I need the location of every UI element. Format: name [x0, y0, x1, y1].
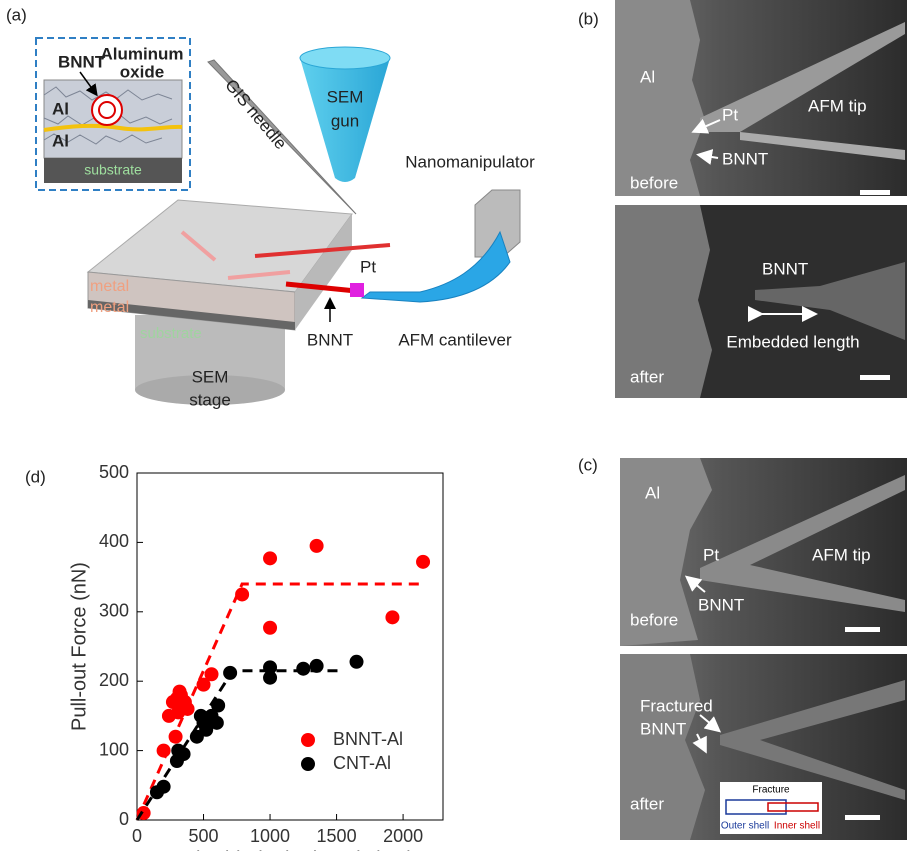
label: Al — [645, 483, 660, 502]
al-region — [615, 0, 705, 196]
plot-frame — [137, 473, 443, 820]
label: AFM tip — [808, 96, 867, 115]
label: Embedded length — [726, 332, 859, 351]
data-point — [211, 698, 225, 712]
label: substrate — [84, 162, 142, 178]
label: BNNT — [58, 52, 106, 71]
panel-b: (b) Al Pt AFM tip BNNT before BNNT Embed… — [578, 0, 907, 398]
label: Fractured — [640, 696, 713, 715]
label: oxide — [120, 62, 164, 81]
label: Pt — [703, 545, 719, 564]
label: Outer shell — [721, 821, 769, 832]
panel-label: (b) — [578, 9, 599, 28]
legend-label: CNT-Al — [333, 753, 391, 773]
figure: (a) BNNT Aluminum oxide Al Al substrate … — [0, 0, 908, 851]
y-tick-label: 400 — [99, 531, 129, 551]
y-tick-label: 300 — [99, 601, 129, 621]
scale-bar — [860, 375, 890, 380]
label: Aluminum — [100, 44, 183, 63]
x-tick-label: 1500 — [317, 826, 357, 846]
label: AFM tip — [812, 545, 871, 564]
label: SEM — [327, 87, 364, 106]
panel-c: (c) Al Pt AFM tip BNNT before Fractured … — [578, 455, 907, 840]
label: BNNT — [722, 149, 768, 168]
data-point — [385, 610, 399, 624]
label: substrate — [140, 325, 202, 342]
label: Pt — [360, 257, 376, 276]
data-point — [296, 662, 310, 676]
label: Fracture — [752, 785, 790, 796]
label: GIS needle — [221, 76, 290, 153]
label: gun — [331, 111, 359, 130]
scale-bar — [845, 815, 880, 820]
scale-bar — [845, 627, 880, 632]
label: Inner shell — [774, 821, 820, 832]
data-point — [157, 780, 171, 794]
label: before — [630, 610, 678, 629]
label: BNNT — [698, 595, 744, 614]
label: SEM — [192, 367, 229, 386]
legend-label: BNNT-Al — [333, 729, 403, 749]
panel-label: (a) — [6, 5, 27, 24]
data-point — [310, 539, 324, 553]
sem-gun-top — [300, 47, 390, 69]
y-tick-label: 100 — [99, 739, 129, 759]
y-tick-label: 500 — [99, 462, 129, 482]
pt-weld — [350, 283, 364, 297]
scale-bar — [860, 190, 890, 195]
legend-marker — [301, 733, 315, 747]
data-point — [177, 747, 191, 761]
panel-d: (d) 01002003004005000500100015002000Embe… — [25, 462, 443, 851]
label: AFM cantilever — [398, 330, 512, 349]
label: after — [630, 794, 664, 813]
label: before — [630, 173, 678, 192]
label: Al — [52, 99, 69, 118]
data-point — [169, 730, 183, 744]
x-tick-label: 0 — [132, 826, 142, 846]
label: Pt — [722, 105, 738, 124]
data-point — [235, 587, 249, 601]
data-point — [181, 702, 195, 716]
data-point — [263, 621, 277, 635]
label: Al — [640, 67, 655, 86]
x-tick-label: 500 — [188, 826, 218, 846]
y-axis-label: Pull-out Force (nN) — [68, 562, 90, 731]
data-point — [263, 551, 277, 565]
label: stage — [189, 390, 231, 409]
label: metal — [90, 278, 129, 295]
panel-label: (c) — [578, 455, 598, 474]
label: metal — [90, 299, 129, 316]
label: BNNT — [307, 330, 353, 349]
data-point — [157, 744, 171, 758]
data-point — [310, 659, 324, 673]
label: after — [630, 367, 664, 386]
data-point — [263, 671, 277, 685]
label: BNNT — [640, 719, 686, 738]
y-tick-label: 200 — [99, 670, 129, 690]
data-point — [416, 555, 430, 569]
bnnt-inner — [99, 102, 115, 118]
legend-marker — [301, 757, 315, 771]
panel-a: (a) BNNT Aluminum oxide Al Al substrate … — [6, 5, 535, 409]
x-tick-label: 1000 — [250, 826, 290, 846]
data-point — [210, 716, 224, 730]
y-tick-label: 0 — [119, 809, 129, 829]
label: Al — [52, 131, 69, 150]
data-point — [350, 655, 364, 669]
panel-label: (d) — [25, 467, 46, 486]
data-point — [223, 666, 237, 680]
label: BNNT — [762, 259, 808, 278]
data-point — [205, 667, 219, 681]
label: Nanomanipulator — [405, 152, 535, 171]
x-tick-label: 2000 — [383, 826, 423, 846]
